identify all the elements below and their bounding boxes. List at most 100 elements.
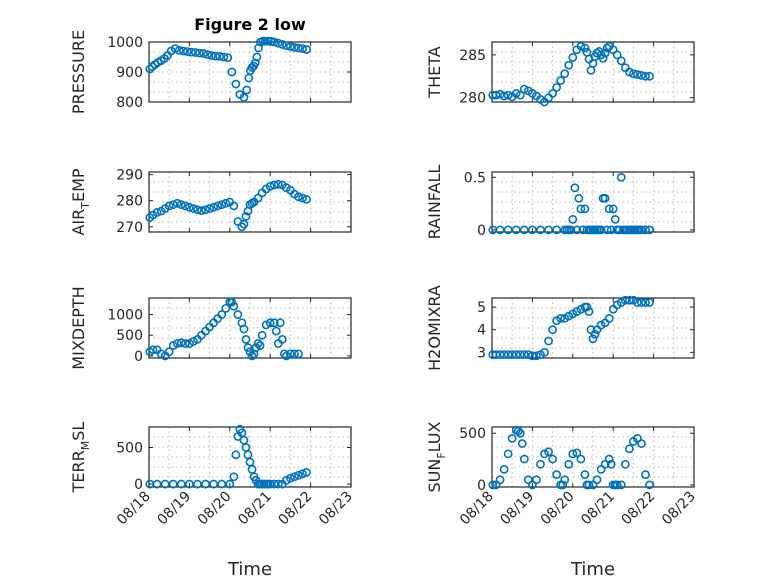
data-point — [616, 172, 626, 182]
data-point — [290, 43, 299, 52]
data-point — [560, 69, 570, 79]
data-point — [564, 60, 574, 70]
data-point — [645, 298, 654, 307]
axes-frame — [148, 426, 352, 488]
data-point — [172, 339, 182, 348]
data-point — [592, 475, 602, 485]
data-point — [277, 334, 287, 344]
data-point — [229, 472, 239, 482]
data-point — [523, 350, 533, 360]
data-point — [515, 90, 525, 100]
data-point — [209, 479, 219, 489]
data-point — [217, 310, 227, 319]
y-axis-label: SUNFLUX — [425, 421, 448, 492]
data-point — [302, 45, 311, 54]
data-point — [519, 454, 529, 464]
series-markers — [145, 179, 311, 232]
data-point — [491, 350, 501, 360]
data-point — [269, 479, 279, 489]
axes-frame — [491, 426, 695, 488]
data-point — [176, 200, 186, 210]
minor-grid — [492, 427, 694, 487]
data-point — [528, 351, 537, 361]
data-point — [269, 318, 279, 328]
data-point — [511, 225, 521, 235]
data-point — [641, 71, 650, 81]
data-point — [536, 459, 545, 469]
data-point — [580, 204, 590, 214]
data-point — [239, 219, 249, 229]
data-point — [275, 318, 285, 328]
data-point — [265, 479, 275, 489]
data-point — [548, 89, 557, 98]
y-tick-label: 1000 — [107, 35, 143, 51]
data-point — [556, 76, 566, 85]
data-point — [217, 200, 227, 210]
data-point — [201, 205, 210, 215]
y-axis-label: AIRTEMP — [69, 168, 92, 235]
data-point — [243, 343, 253, 353]
data-point — [580, 470, 590, 479]
data-point — [570, 183, 580, 193]
data-point — [488, 480, 498, 490]
data-point — [265, 318, 275, 328]
axes-frame — [148, 171, 352, 233]
data-point — [285, 473, 295, 483]
data-point — [298, 44, 307, 53]
data-point — [528, 225, 537, 235]
data-point — [302, 467, 311, 477]
data-point — [152, 208, 162, 217]
series-markers — [145, 297, 303, 361]
data-point — [578, 225, 588, 235]
data-point — [633, 70, 642, 79]
subplot-mixdepth: 0 500 1000 MIXDEPTH — [69, 286, 352, 370]
data-point — [540, 347, 549, 357]
data-point — [604, 313, 614, 323]
data-point — [576, 41, 586, 51]
data-point — [556, 313, 566, 323]
y-axis-label: RAINFALL — [425, 165, 444, 240]
figure-title: Figure 2 low — [194, 15, 306, 34]
data-point — [242, 85, 252, 95]
data-point — [294, 470, 303, 480]
data-point — [290, 472, 299, 482]
data-point — [260, 36, 270, 46]
data-point — [285, 42, 295, 51]
y-tick-label: 280 — [116, 194, 143, 210]
data-point — [604, 204, 614, 214]
data-point — [612, 50, 622, 60]
y-tick-label: 0 — [134, 349, 143, 365]
data-point — [590, 329, 600, 339]
y-tick-label: 500 — [116, 440, 143, 456]
x-tick-label: 08/20 — [195, 489, 235, 529]
y-tick-label: 900 — [116, 65, 143, 81]
data-point — [180, 201, 190, 211]
data-point — [229, 201, 239, 211]
data-point — [600, 193, 610, 203]
data-point — [503, 225, 513, 235]
data-point — [269, 180, 279, 190]
data-point — [604, 454, 614, 464]
data-point — [544, 93, 553, 103]
data-point — [515, 428, 525, 438]
data-point — [253, 339, 263, 348]
y-axis-label: TERRMSL — [69, 422, 92, 494]
data-point — [612, 480, 622, 490]
y-axis-label: THETA — [425, 46, 444, 98]
data-point — [193, 205, 202, 215]
y-tick-label: 500 — [116, 328, 143, 344]
y-tick-label: 270 — [116, 220, 143, 236]
data-point — [536, 225, 545, 235]
data-point — [624, 67, 634, 77]
axes-frame — [491, 171, 695, 233]
data-point — [239, 324, 249, 334]
x-tick-label: 08/18 — [114, 489, 154, 529]
data-point — [182, 47, 192, 56]
data-point — [229, 301, 239, 311]
data-point — [606, 225, 616, 235]
y-axis-label: H2OMIXRA — [425, 285, 444, 371]
subplot-theta: 280 285 THETA — [425, 41, 695, 107]
data-point — [637, 298, 646, 307]
data-point — [241, 334, 251, 344]
data-point — [187, 47, 196, 57]
